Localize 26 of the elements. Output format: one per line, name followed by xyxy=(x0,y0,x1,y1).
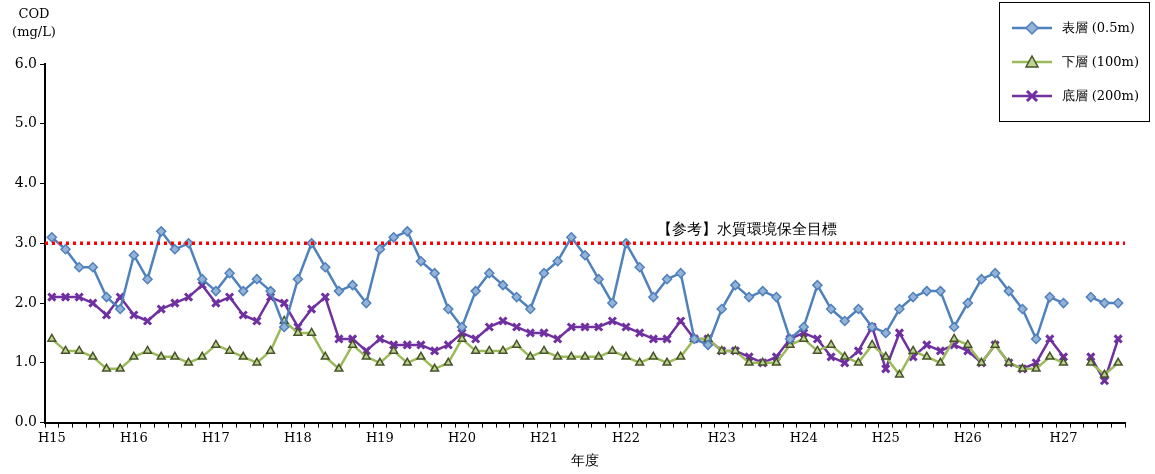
x-tick-label: H22 xyxy=(612,429,640,445)
x-tick-label: H27 xyxy=(1049,429,1078,445)
x-tick-label: H16 xyxy=(119,429,148,445)
x-tick-label: H18 xyxy=(283,429,312,445)
x-tick-label: H26 xyxy=(953,429,982,445)
x-tick-label: H15 xyxy=(37,429,66,445)
x-tick-label: H19 xyxy=(365,429,394,445)
y-axis-title: COD (mg/L) xyxy=(12,5,56,39)
x-tick-label: H21 xyxy=(530,429,558,445)
legend-label: 表層 (0.5m) xyxy=(1061,19,1135,37)
x-tick-label: H20 xyxy=(448,429,476,445)
x-tick-label: H17 xyxy=(201,429,230,445)
x-axis-title: 年度 xyxy=(571,452,599,469)
legend-label: 底層 (200m) xyxy=(1061,87,1139,105)
ref-line-label: 【参考】水質環境保全目標 xyxy=(657,219,837,238)
y-tick-label: 5.0 xyxy=(14,114,37,131)
y-tick-label: 0.0 xyxy=(14,413,37,430)
y-tick-label: 3.0 xyxy=(14,233,37,250)
y-tick-label: 1.0 xyxy=(14,353,37,370)
x-tick-label: H23 xyxy=(707,429,736,445)
legend-label: 下層 (100m) xyxy=(1061,53,1139,71)
y-tick-label: 6.0 xyxy=(14,54,37,71)
x-tick-label: H25 xyxy=(871,429,900,445)
y-tick-label: 4.0 xyxy=(14,174,37,191)
y-tick-label: 2.0 xyxy=(14,293,37,310)
x-tick-label: H24 xyxy=(789,429,818,445)
